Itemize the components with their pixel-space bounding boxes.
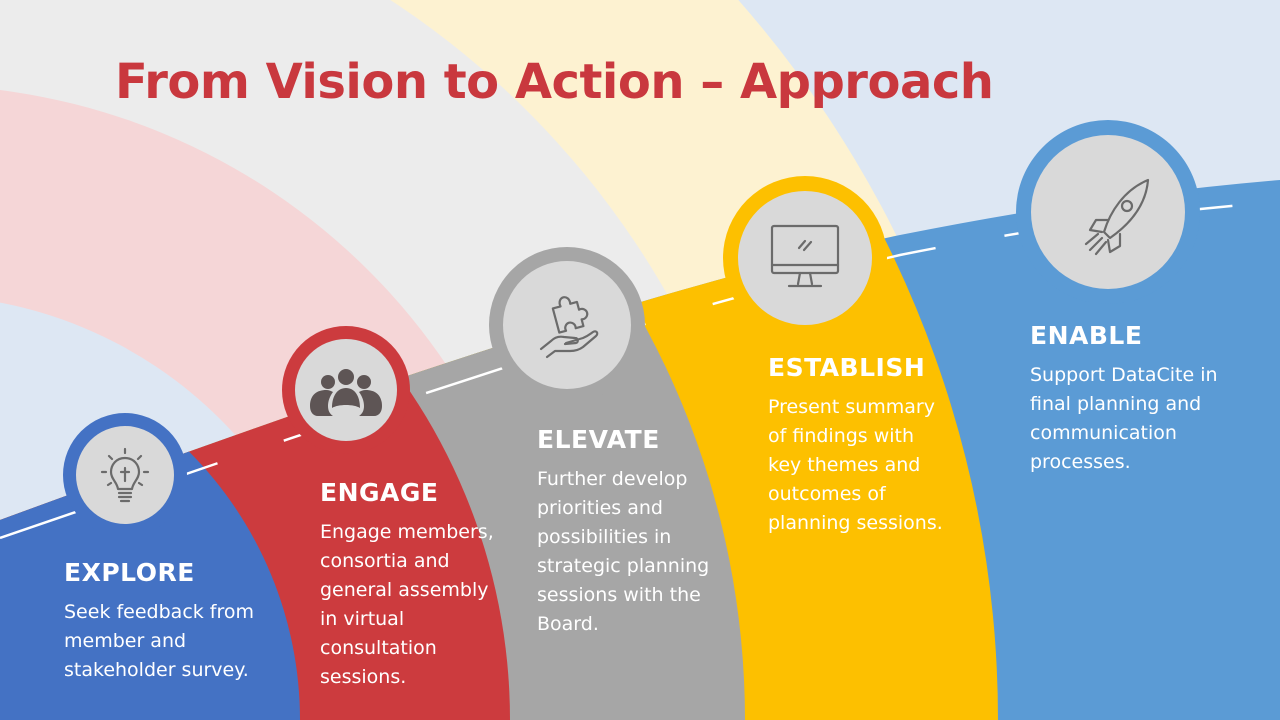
step-title: ESTABLISH bbox=[768, 353, 926, 382]
step-description: Seek feedback from member and stakeholde… bbox=[64, 601, 255, 681]
step-title: EXPLORE bbox=[64, 558, 195, 587]
step-description: Engage members, consortia and general as… bbox=[320, 521, 494, 688]
step-enable: ENABLE Support DataCite in final plannin… bbox=[1030, 321, 1240, 477]
monitor-icon bbox=[755, 208, 855, 308]
step-establish: ESTABLISH Present summary of findings wi… bbox=[768, 353, 953, 538]
hand-puzzle-piece-icon bbox=[517, 275, 617, 375]
step-engage: ENGAGE Engage members, consortia and gen… bbox=[320, 478, 505, 692]
step-title: ELEVATE bbox=[537, 425, 660, 454]
step-elevate: ELEVATE Further develop priorities and p… bbox=[537, 425, 722, 639]
group-meeting-icon bbox=[296, 340, 396, 440]
lightbulb-icon bbox=[75, 425, 175, 525]
step-description: Present summary of findings with key the… bbox=[768, 396, 943, 534]
slide-title: From Vision to Action – Approach bbox=[115, 54, 994, 110]
step-description: Support DataCite in final planning and c… bbox=[1030, 364, 1218, 473]
step-title: ENABLE bbox=[1030, 321, 1143, 350]
step-description: Further develop priorities and possibili… bbox=[537, 468, 710, 635]
step-title: ENGAGE bbox=[320, 478, 439, 507]
step-explore: EXPLORE Seek feedback from member and st… bbox=[64, 558, 274, 685]
rocket-icon bbox=[1068, 172, 1168, 272]
